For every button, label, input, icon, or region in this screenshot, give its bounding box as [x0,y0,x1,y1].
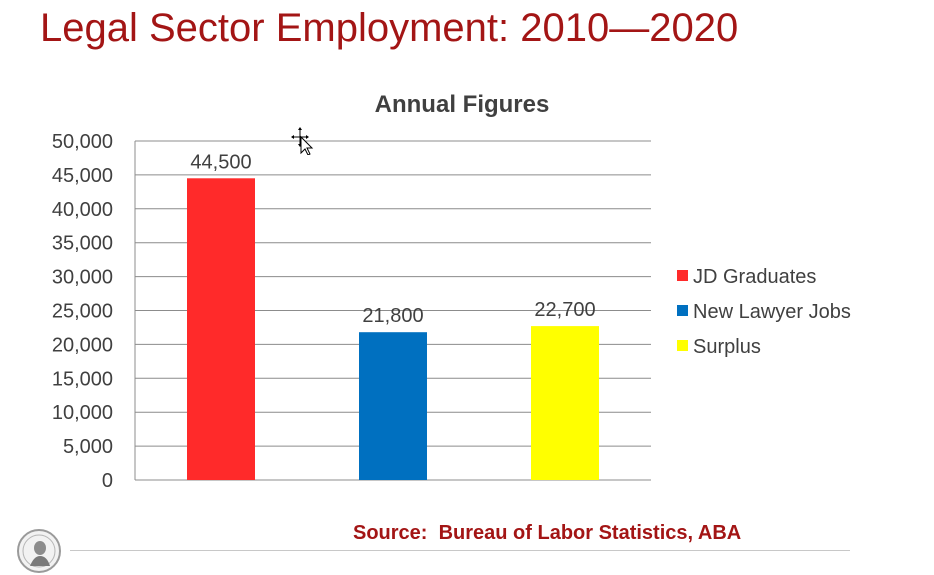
data-label: 44,500 [190,151,251,173]
y-tick-label: 10,000 [52,402,113,424]
y-tick-label: 15,000 [52,368,113,390]
y-tick-label: 35,000 [52,233,113,255]
y-tick-label: 25,000 [52,301,113,323]
y-tick-label: 30,000 [52,267,113,289]
legend-label: JD Graduates [693,266,816,288]
move-cursor-icon [291,127,314,155]
y-tick-label: 20,000 [52,334,113,356]
legend-label: Surplus [693,336,761,358]
slide-title: Legal Sector Employment: 2010—2020 [40,6,739,50]
legend: JD Graduates New Lawyer Jobs Surplus [677,266,851,358]
legend-label: New Lawyer Jobs [693,301,851,323]
y-tick-label: 45,000 [52,165,113,187]
bar-new-lawyer-jobs [359,332,427,480]
y-tick-label: 40,000 [52,199,113,221]
y-axis-tick-labels: 0 5,000 10,000 15,000 20,000 25,000 30,000 35,0… [52,131,113,492]
bar-surplus [531,326,599,480]
source-citation: Source: Bureau of Labor Statistics, ABA [353,522,742,544]
y-tick-label: 0 [102,470,113,492]
legend-swatch [677,305,688,316]
legend-swatch [677,340,688,351]
data-label: 22,700 [534,299,595,321]
y-tick-label: 5,000 [63,436,113,458]
bar-jd-graduates [187,178,255,481]
chart-title: Annual Figures [375,91,550,118]
y-tick-label: 50,000 [52,131,113,153]
bars [187,178,599,481]
seal-logo-icon [17,529,61,573]
legend-swatch [677,270,688,281]
footer-divider [70,550,850,551]
data-label: 21,800 [362,305,423,327]
data-labels: 44,500 21,800 22,700 [190,151,595,327]
bar-chart: Annual Figures 0 5,000 10,000 15,000 20,000 2… [52,91,851,492]
